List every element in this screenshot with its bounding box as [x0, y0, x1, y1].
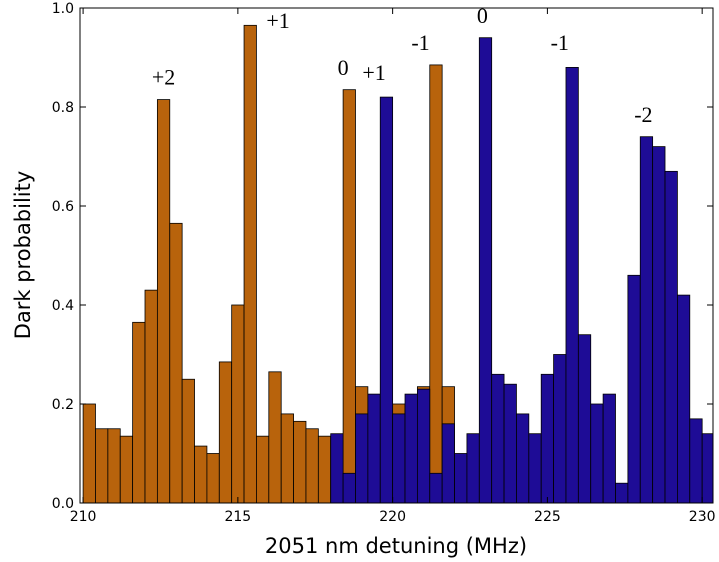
- x-tick-label: 210: [70, 509, 97, 525]
- bar: [342, 472, 356, 504]
- bar: [169, 222, 183, 504]
- bar: [528, 433, 542, 504]
- x-tick-label: 230: [689, 509, 716, 525]
- x-tick-label: 215: [224, 509, 251, 525]
- bar: [379, 96, 394, 504]
- bar: [602, 393, 616, 504]
- bar: [416, 388, 431, 504]
- bar: [677, 294, 691, 504]
- bar: [540, 373, 554, 504]
- bar: [144, 289, 158, 504]
- bar: [577, 334, 592, 504]
- bar: [280, 413, 294, 504]
- bar: [268, 371, 282, 504]
- bar: [243, 24, 257, 504]
- bar: [342, 89, 356, 504]
- bar: [491, 373, 505, 504]
- bar: [181, 378, 195, 504]
- y-tick-label: 1.0: [52, 1, 74, 17]
- bar: [454, 453, 468, 504]
- bar: [305, 428, 319, 504]
- bar: [132, 321, 146, 504]
- annotation: +2: [152, 65, 175, 90]
- bar: [82, 403, 96, 504]
- bar: [194, 445, 208, 504]
- bar: [516, 413, 530, 504]
- bar: [107, 428, 121, 504]
- bar: [429, 472, 443, 504]
- x-tick-label: 225: [534, 509, 561, 525]
- y-tick-label: 0.2: [52, 397, 74, 413]
- y-tick-label: 0.8: [52, 100, 74, 116]
- bar: [466, 433, 480, 504]
- bar: [478, 37, 493, 504]
- bar: [293, 420, 307, 504]
- annotation: -1: [411, 30, 429, 55]
- y-tick-label: 0.6: [52, 199, 74, 215]
- bar: [404, 393, 418, 504]
- bar: [652, 146, 666, 504]
- bar: [367, 393, 381, 504]
- annotation: -1: [551, 30, 569, 55]
- bar: [701, 433, 714, 504]
- plot-frame: [79, 7, 714, 504]
- bar: [392, 413, 406, 504]
- bar: [156, 99, 171, 504]
- y-axis-label: Dark probability: [11, 171, 35, 340]
- annotation: 0: [338, 55, 349, 80]
- bar: [231, 304, 245, 504]
- bar: [317, 435, 332, 504]
- bar: [639, 136, 654, 504]
- bar: [119, 435, 134, 504]
- bar: [429, 64, 443, 504]
- x-axis-label: 2051 nm detuning (MHz): [265, 534, 527, 558]
- bar: [95, 428, 109, 504]
- x-tick-label: 220: [379, 509, 406, 525]
- annotation: 0: [477, 3, 488, 28]
- bar: [206, 453, 220, 504]
- bar: [355, 413, 369, 504]
- bar: [627, 274, 641, 504]
- bar: [664, 170, 678, 504]
- bar: [218, 361, 233, 504]
- bar: [689, 418, 703, 504]
- bar: [256, 435, 270, 504]
- bar: [330, 433, 344, 504]
- bar: [615, 482, 629, 504]
- annotation: -2: [634, 102, 652, 127]
- bar: [590, 403, 604, 504]
- bar: [553, 354, 567, 504]
- y-tick-label: 0.0: [52, 496, 74, 512]
- annotation: +1: [266, 8, 289, 33]
- y-tick-label: 0.4: [52, 298, 74, 314]
- bar: [565, 67, 579, 504]
- bar: [441, 423, 455, 504]
- bar: [503, 383, 517, 504]
- annotation: +1: [362, 60, 385, 85]
